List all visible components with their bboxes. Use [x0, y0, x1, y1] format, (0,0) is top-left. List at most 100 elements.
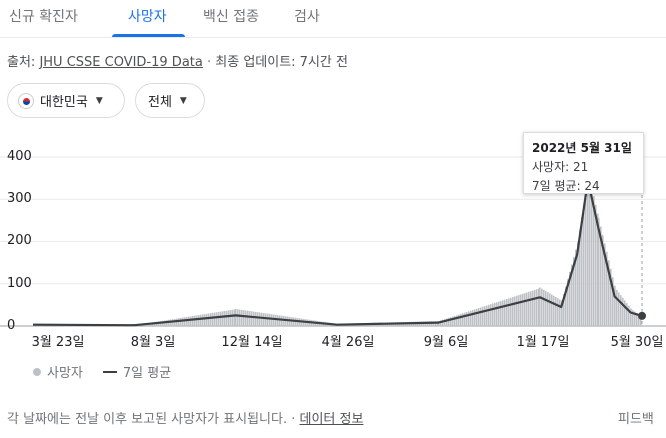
daily-deaths-bar: [285, 316, 287, 326]
daily-deaths-bar: [553, 295, 555, 326]
daily-deaths-bar: [230, 310, 232, 326]
daily-deaths-bar: [624, 300, 626, 326]
daily-deaths-bar: [234, 309, 236, 326]
tab-new-cases[interactable]: 신규 확진자: [9, 9, 78, 25]
daily-deaths-bar: [241, 309, 243, 326]
daily-deaths-bar: [561, 301, 563, 326]
daily-deaths-bar: [261, 312, 263, 326]
daily-deaths-bar: [583, 204, 585, 326]
daily-deaths-bar: [182, 317, 184, 326]
feedback-link[interactable]: 피드백: [618, 412, 654, 427]
daily-deaths-bar: [585, 192, 587, 326]
daily-deaths-bar: [247, 310, 249, 326]
daily-deaths-bar: [450, 317, 452, 326]
daily-deaths-bar: [512, 297, 514, 326]
average-point: [638, 311, 646, 320]
daily-deaths-bar: [239, 309, 241, 326]
daily-deaths-bar: [612, 277, 614, 326]
daily-deaths-bar: [543, 289, 545, 326]
daily-deaths-bar: [446, 318, 448, 326]
data-info-link[interactable]: 데이터 정보: [299, 412, 364, 427]
footer-separator: ·: [287, 412, 300, 427]
daily-deaths-bar: [616, 289, 618, 326]
daily-deaths-bar: [480, 307, 482, 326]
source-link[interactable]: JHU CSSE COVID-19 Data: [39, 55, 203, 70]
daily-deaths-bar: [638, 314, 640, 326]
daily-deaths-bar: [604, 243, 606, 326]
daily-deaths-bar: [273, 314, 275, 326]
daily-deaths-bar: [539, 287, 541, 326]
daily-deaths-bar: [184, 317, 186, 326]
range-dropdown[interactable]: 전체 ▼: [135, 83, 205, 118]
daily-deaths-bar: [287, 316, 289, 326]
daily-deaths-bar: [476, 308, 478, 326]
daily-deaths-bar: [243, 310, 245, 326]
daily-deaths-bar: [526, 292, 528, 326]
daily-deaths-bar: [618, 292, 620, 326]
daily-deaths-bar: [606, 251, 608, 326]
tab-bar: 신규 확진자 사망자 백신 접종 검사: [0, 0, 666, 38]
daily-deaths-bar: [587, 170, 589, 326]
daily-deaths-bar: [269, 313, 271, 326]
tab-vaccination[interactable]: 백신 접종: [203, 9, 259, 25]
daily-deaths-bar: [640, 315, 642, 326]
daily-deaths-bar: [267, 313, 269, 326]
tooltip-date: 2022년 5월 31일: [532, 141, 632, 155]
daily-deaths-bar: [228, 310, 230, 326]
daily-deaths-bar: [626, 303, 628, 326]
daily-deaths-bar: [500, 300, 502, 326]
source-prefix: 출처:: [7, 55, 40, 70]
daily-deaths-bar: [524, 293, 526, 326]
daily-deaths-bar: [440, 320, 442, 326]
daily-deaths-bar: [545, 291, 547, 326]
daily-deaths-bar: [571, 264, 573, 326]
tooltip-deaths: 사망자: 21: [532, 160, 589, 174]
daily-deaths-bar: [232, 309, 234, 326]
daily-deaths-bar: [277, 315, 279, 326]
daily-deaths-bar: [506, 298, 508, 326]
tab-testing[interactable]: 검사: [294, 9, 320, 25]
bar-legend-label: 사망자: [47, 366, 83, 381]
x-tick-label: 8월 3일: [130, 335, 176, 350]
daily-deaths-bar: [226, 310, 228, 326]
daily-deaths-bar: [565, 286, 567, 326]
chart-tooltip: 2022년 5월 31일 사망자: 21 7일 평균: 24: [523, 132, 644, 194]
region-dropdown[interactable]: 대한민국 ▼: [7, 83, 125, 118]
daily-deaths-bar: [218, 311, 220, 326]
daily-deaths-bar: [581, 217, 583, 326]
daily-deaths-bar: [510, 297, 512, 326]
daily-deaths-bar: [563, 294, 565, 326]
source-separator: ·: [202, 55, 216, 70]
daily-deaths-bar: [188, 316, 190, 326]
daily-deaths-bar: [549, 293, 551, 326]
daily-deaths-bar: [192, 316, 194, 326]
tab-deaths[interactable]: 사망자: [128, 9, 167, 25]
daily-deaths-bar: [271, 314, 273, 326]
y-tick-label: 200: [7, 233, 32, 248]
daily-deaths-bar: [551, 294, 553, 326]
daily-deaths-bar: [456, 315, 458, 326]
daily-deaths-bar: [614, 287, 616, 326]
daily-deaths-bar: [569, 271, 571, 326]
daily-deaths-bar: [577, 242, 579, 326]
daily-deaths-bar: [222, 311, 224, 326]
daily-deaths-bar: [474, 309, 476, 326]
x-tick-label: 3월 23일: [31, 335, 85, 350]
line-legend-swatch: [102, 370, 117, 373]
daily-deaths-bar: [198, 315, 200, 326]
daily-deaths-bar: [514, 296, 516, 326]
daily-deaths-bar: [573, 257, 575, 326]
daily-deaths-bar: [237, 309, 239, 326]
daily-deaths-bar: [444, 319, 446, 326]
daily-deaths-bar: [528, 291, 530, 326]
range-label: 전체: [148, 95, 172, 110]
daily-deaths-bar: [567, 279, 569, 326]
daily-deaths-bar: [557, 298, 559, 326]
source-line: 출처: JHU CSSE COVID-19 Data · 최종 업데이트: 7시…: [7, 51, 348, 70]
daily-deaths-bar: [589, 178, 591, 326]
daily-deaths-bar: [186, 316, 188, 326]
bar-legend-swatch: [33, 367, 41, 376]
daily-deaths-bar: [478, 308, 480, 326]
daily-deaths-bar: [597, 213, 599, 326]
daily-deaths-bar: [174, 318, 176, 326]
